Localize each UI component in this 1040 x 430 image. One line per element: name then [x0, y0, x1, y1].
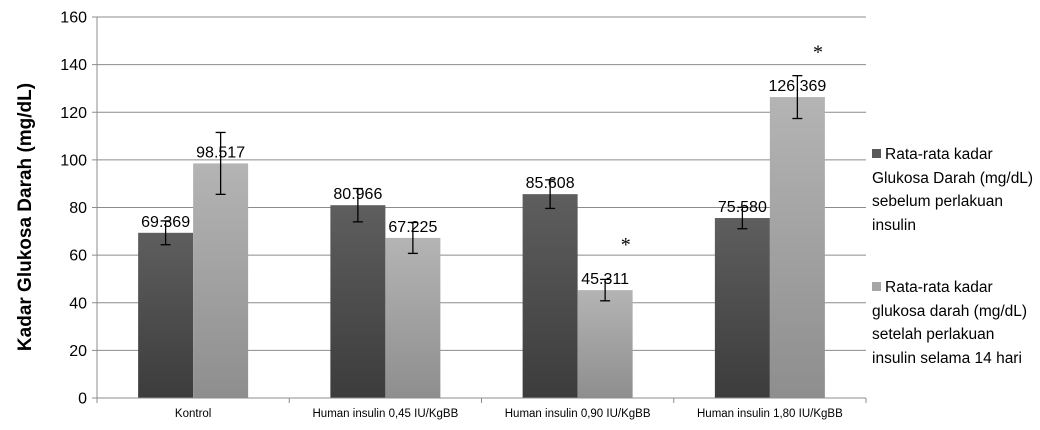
- significance-marker: *: [621, 234, 631, 256]
- x-tick-label: Human insulin 0,45 IU/KgBB: [313, 408, 459, 420]
- y-tick-label: 60: [69, 248, 87, 265]
- data-label: 85.608: [526, 175, 575, 192]
- bar-series2-3: [577, 290, 633, 398]
- data-label: 75.580: [718, 199, 767, 216]
- y-tick-label: 100: [60, 152, 87, 169]
- bar-series2-2: [385, 237, 441, 398]
- data-label: 45.311: [581, 271, 629, 288]
- bar-series1-1: [138, 232, 194, 398]
- legend-swatch-before: [872, 149, 881, 158]
- y-tick-label: 160: [60, 10, 87, 27]
- bar-series1-4: [714, 218, 770, 398]
- data-label: 80.966: [333, 186, 382, 203]
- legend-entry-after: Rata-rata kadar glukosa darah (mg/dL) se…: [872, 276, 1037, 370]
- significance-marker: *: [813, 41, 823, 63]
- data-label: 69.369: [141, 214, 190, 231]
- legend-label-before: Rata-rata kadar Glukosa Darah (mg/dL) se…: [872, 146, 1034, 234]
- legend-entry-before: Rata-rata kadar Glukosa Darah (mg/dL) se…: [872, 143, 1037, 237]
- labels: 0 20 40 60 80 100 120 140 160 Kontrol Human insuli…: [60, 10, 843, 421]
- y-tick-label: 80: [69, 200, 87, 217]
- bars: [138, 75, 825, 399]
- x-tick-label: Human insulin 1,80 IU/KgBB: [697, 408, 843, 420]
- data-label: 126.369: [768, 78, 826, 95]
- y-tick-label: 120: [60, 105, 87, 122]
- y-tick-label: 140: [60, 57, 87, 74]
- x-tick-label: Human insulin 0,90 IU/KgBB: [505, 408, 651, 420]
- bar-series1-2: [330, 205, 386, 398]
- data-label: 98.517: [196, 144, 245, 161]
- axes: [92, 16, 867, 403]
- bar-series1-3: [522, 194, 578, 398]
- y-tick-label: 20: [69, 343, 87, 360]
- bar-series2-4: [769, 97, 825, 399]
- legend-label-after: Rata-rata kadar glukosa darah (mg/dL) se…: [872, 279, 1028, 367]
- y-tick-label: 0: [78, 391, 87, 408]
- bar-series2-1: [193, 163, 249, 398]
- legend-swatch-after: [872, 282, 881, 291]
- y-tick-label: 40: [69, 295, 87, 312]
- data-label: 67.225: [388, 219, 437, 236]
- y-axis-title: Kadar Glukosa Darah (mg/dL): [15, 83, 36, 351]
- x-tick-label: Kontrol: [175, 408, 211, 420]
